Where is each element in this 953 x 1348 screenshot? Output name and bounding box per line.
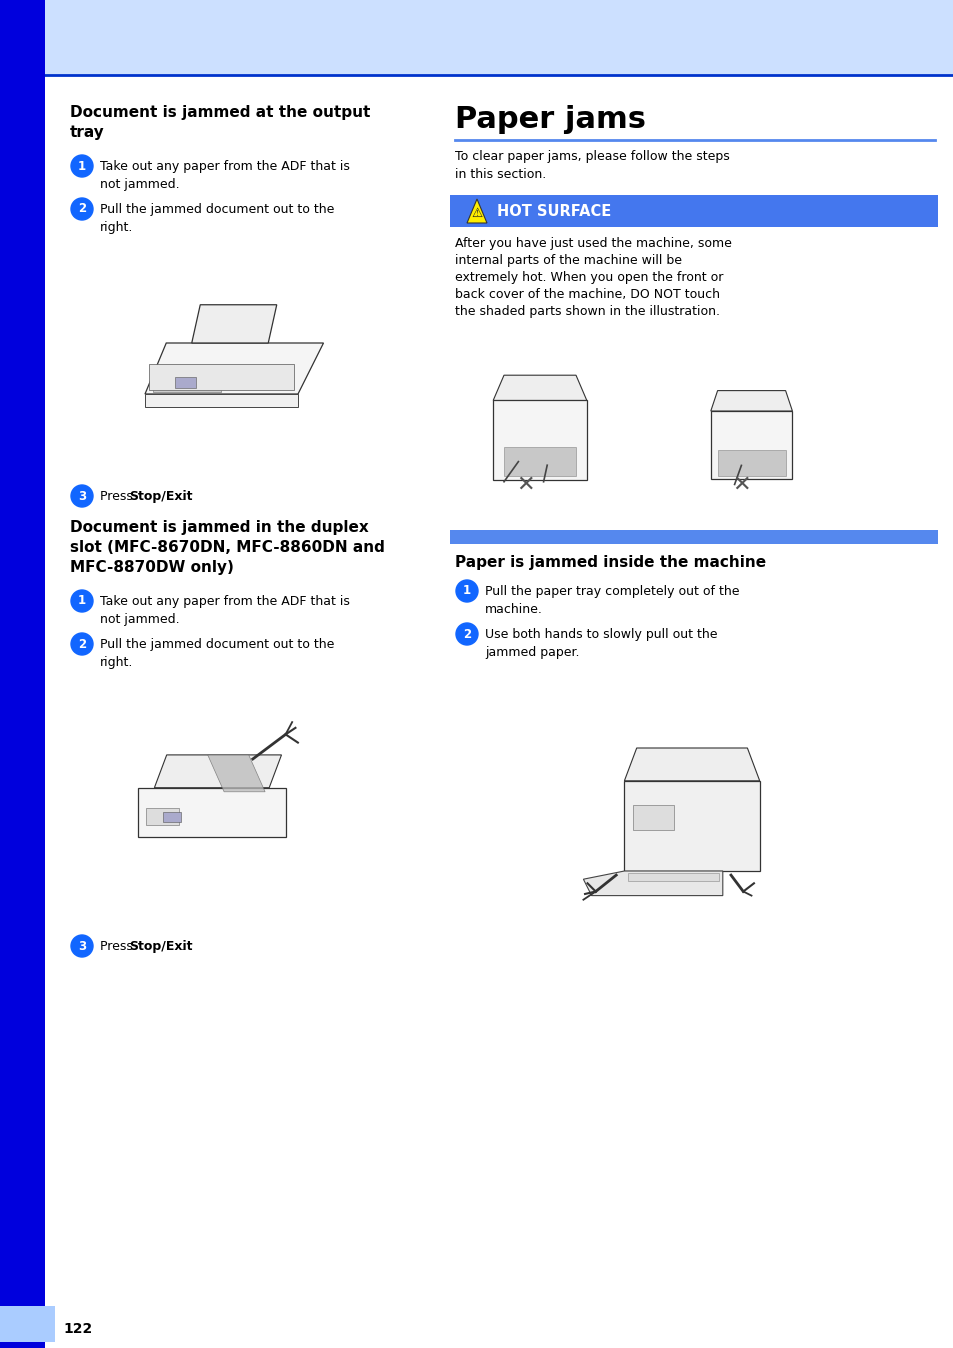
Text: 2: 2 — [78, 202, 86, 216]
Text: right.: right. — [100, 221, 133, 235]
Text: 1: 1 — [78, 594, 86, 608]
Circle shape — [71, 198, 92, 220]
Text: Press: Press — [100, 491, 136, 503]
Text: right.: right. — [100, 656, 133, 669]
Circle shape — [71, 485, 92, 507]
Polygon shape — [153, 390, 221, 392]
Text: MFC-8870DW only): MFC-8870DW only) — [70, 559, 233, 576]
Text: back cover of the machine, DO NOT touch: back cover of the machine, DO NOT touch — [455, 288, 720, 301]
Text: Press: Press — [100, 940, 136, 953]
Polygon shape — [493, 375, 586, 400]
Circle shape — [456, 623, 477, 644]
Text: 2: 2 — [462, 628, 471, 640]
Text: HOT SURFACE: HOT SURFACE — [497, 204, 611, 218]
Text: ⚠: ⚠ — [471, 206, 482, 220]
Polygon shape — [149, 364, 294, 390]
Text: not jammed.: not jammed. — [100, 613, 179, 625]
Polygon shape — [467, 200, 486, 222]
Text: 2: 2 — [78, 638, 86, 651]
Text: not jammed.: not jammed. — [100, 178, 179, 191]
Text: Use both hands to slowly pull out the: Use both hands to slowly pull out the — [484, 628, 717, 642]
Text: machine.: machine. — [484, 603, 542, 616]
Text: Stop/Exit: Stop/Exit — [129, 491, 193, 503]
FancyBboxPatch shape — [450, 530, 937, 545]
Circle shape — [71, 936, 92, 957]
Polygon shape — [710, 411, 792, 479]
FancyBboxPatch shape — [162, 813, 180, 822]
Polygon shape — [154, 755, 281, 787]
FancyBboxPatch shape — [174, 377, 195, 388]
Text: Document is jammed at the output: Document is jammed at the output — [70, 105, 370, 120]
FancyBboxPatch shape — [632, 805, 673, 830]
Polygon shape — [624, 748, 759, 780]
Polygon shape — [145, 394, 297, 407]
Text: ✕: ✕ — [731, 474, 750, 495]
FancyBboxPatch shape — [0, 0, 45, 1348]
Text: 3: 3 — [78, 940, 86, 953]
Text: .: . — [181, 940, 185, 953]
Polygon shape — [145, 342, 323, 394]
Polygon shape — [624, 780, 759, 871]
Text: Pull the jammed document out to the: Pull the jammed document out to the — [100, 204, 334, 216]
Text: Pull the jammed document out to the: Pull the jammed document out to the — [100, 638, 334, 651]
Polygon shape — [503, 448, 576, 476]
Text: Document is jammed in the duplex: Document is jammed in the duplex — [70, 520, 369, 535]
Text: .: . — [181, 491, 185, 503]
Text: After you have just used the machine, some: After you have just used the machine, so… — [455, 237, 731, 249]
Polygon shape — [192, 305, 276, 342]
Polygon shape — [208, 755, 265, 791]
Polygon shape — [493, 400, 586, 480]
FancyBboxPatch shape — [450, 195, 937, 226]
Polygon shape — [710, 391, 792, 411]
Text: 1: 1 — [462, 585, 471, 597]
Circle shape — [71, 155, 92, 177]
Text: Paper jams: Paper jams — [455, 105, 645, 133]
Text: in this section.: in this section. — [455, 168, 546, 181]
Circle shape — [71, 634, 92, 655]
Circle shape — [71, 590, 92, 612]
Text: slot (MFC-8670DN, MFC-8860DN and: slot (MFC-8670DN, MFC-8860DN and — [70, 541, 384, 555]
Text: Take out any paper from the ADF that is: Take out any paper from the ADF that is — [100, 594, 350, 608]
FancyBboxPatch shape — [146, 809, 179, 825]
Polygon shape — [138, 787, 285, 837]
Text: To clear paper jams, please follow the steps: To clear paper jams, please follow the s… — [455, 150, 729, 163]
Polygon shape — [717, 450, 784, 476]
FancyBboxPatch shape — [0, 1306, 55, 1343]
Text: 3: 3 — [78, 489, 86, 503]
Text: Pull the paper tray completely out of the: Pull the paper tray completely out of th… — [484, 585, 739, 599]
Text: ✕: ✕ — [516, 474, 535, 495]
Polygon shape — [628, 872, 718, 880]
Text: Paper is jammed inside the machine: Paper is jammed inside the machine — [455, 555, 765, 570]
Circle shape — [456, 580, 477, 603]
Text: internal parts of the machine will be: internal parts of the machine will be — [455, 253, 681, 267]
Text: Stop/Exit: Stop/Exit — [129, 940, 193, 953]
Text: Take out any paper from the ADF that is: Take out any paper from the ADF that is — [100, 160, 350, 173]
Text: extremely hot. When you open the front or: extremely hot. When you open the front o… — [455, 271, 722, 284]
Text: 1: 1 — [78, 159, 86, 173]
FancyBboxPatch shape — [0, 0, 953, 75]
Text: tray: tray — [70, 125, 105, 140]
Text: jammed paper.: jammed paper. — [484, 646, 578, 659]
Text: 122: 122 — [63, 1322, 92, 1336]
Text: the shaded parts shown in the illustration.: the shaded parts shown in the illustrati… — [455, 305, 720, 318]
Polygon shape — [583, 871, 722, 895]
